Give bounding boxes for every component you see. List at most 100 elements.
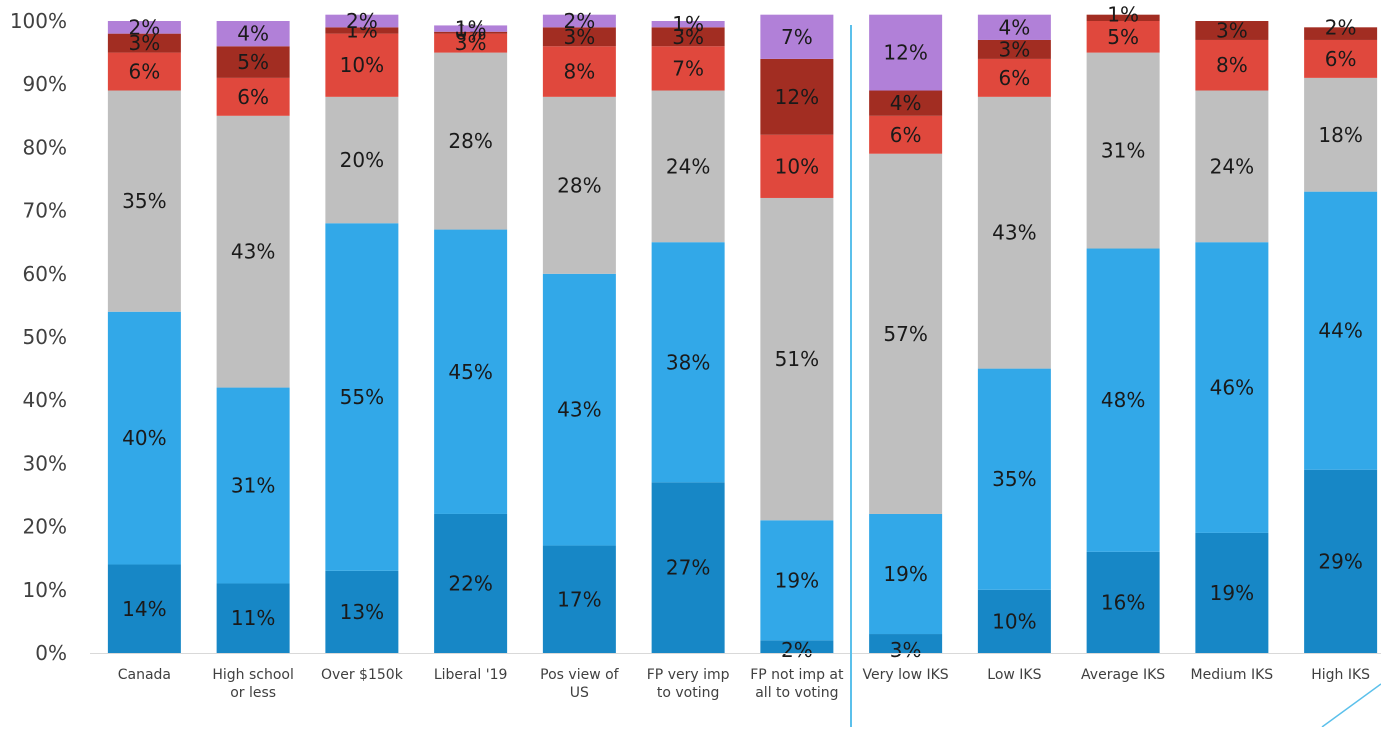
bar-segment (107, 21, 181, 34)
bar-segment (107, 564, 181, 653)
data-label: 38% (666, 350, 710, 374)
data-label: 40% (122, 426, 166, 450)
data-label: 3% (890, 638, 922, 662)
data-label: 43% (992, 221, 1036, 245)
bar-segment (434, 25, 508, 32)
bar-segment (325, 570, 399, 653)
data-label: 28% (557, 173, 601, 197)
data-label: 1% (672, 12, 704, 36)
x-tick-label-line: Medium IKS (1191, 667, 1274, 683)
x-tick-label: Medium IKS (1191, 667, 1274, 683)
bar-segment (760, 640, 834, 653)
data-label: 19% (1210, 581, 1254, 605)
x-tick-label: FP very imp to voting (647, 667, 730, 701)
x-tick-label: Very low IKS (863, 667, 949, 683)
y-tick-label: 100% (10, 9, 67, 33)
data-label: 44% (1318, 319, 1362, 343)
y-tick-label: 50% (23, 325, 67, 349)
bar-segment (1195, 532, 1269, 653)
data-label: 57% (883, 322, 927, 346)
bar-segment (107, 311, 181, 565)
data-label: 17% (557, 587, 601, 611)
data-label: 10% (992, 609, 1036, 633)
bar-segment (977, 589, 1051, 653)
bar-segment (1304, 39, 1378, 78)
data-label: 3% (129, 31, 161, 55)
data-label: 13% (340, 600, 384, 624)
y-tick-label: 0% (35, 641, 67, 665)
data-label: 29% (1318, 549, 1362, 573)
data-label: 10% (775, 154, 819, 178)
bar-segment (760, 14, 834, 59)
bar-segment (1195, 242, 1269, 533)
data-label: 0% (455, 21, 487, 45)
x-tick-label: Average IKS (1081, 667, 1165, 683)
bar-segment (542, 545, 616, 653)
data-label: 3% (1216, 18, 1248, 42)
data-label: 12% (775, 85, 819, 109)
data-label: 35% (992, 467, 1036, 491)
data-label: 2% (346, 9, 378, 33)
y-tick-label: 40% (23, 388, 67, 412)
bar-segment (107, 90, 181, 312)
data-label: 20% (340, 148, 384, 172)
data-label: 1% (455, 17, 487, 41)
data-label: 8% (1216, 53, 1248, 77)
data-label: 24% (666, 154, 710, 178)
bar-segment (651, 90, 725, 243)
bar-segment (760, 134, 834, 198)
bar-segment (651, 27, 725, 47)
data-label: 7% (781, 25, 813, 49)
x-tick-label: High school or less (212, 667, 294, 701)
data-label: 5% (1107, 25, 1139, 49)
data-label: 14% (122, 597, 166, 621)
data-label: 19% (883, 562, 927, 586)
x-tick-label-line: US (570, 685, 589, 701)
data-label: 8% (564, 60, 596, 84)
x-tick-label: Liberal '19 (434, 667, 508, 683)
bar-segment (869, 90, 943, 116)
bar-segment (216, 21, 290, 47)
data-label: 45% (448, 360, 492, 384)
y-tick-label: 60% (23, 262, 67, 286)
bar-segment (325, 223, 399, 571)
bar-segment (1304, 27, 1378, 40)
bar-segment (542, 273, 616, 546)
bar-segment (107, 52, 181, 91)
data-label: 5% (237, 50, 269, 74)
bar-segment (434, 52, 508, 230)
bar-segment (651, 21, 725, 28)
y-tick-label: 70% (23, 199, 67, 223)
x-tick-label-line: FP very imp (647, 667, 730, 683)
bar-segment (1086, 551, 1160, 653)
x-tick-label-line: Very low IKS (863, 667, 949, 683)
data-label: 28% (448, 129, 492, 153)
bar-segment (760, 520, 834, 641)
data-label: 31% (1101, 139, 1145, 163)
x-tick-label-line: Over $150k (321, 667, 404, 683)
data-label: 3% (672, 25, 704, 49)
bar-segment (325, 27, 399, 34)
x-tick-label-line: Average IKS (1081, 667, 1165, 683)
bar-segment (542, 14, 616, 28)
bar-segment (651, 242, 725, 483)
data-label: 4% (237, 22, 269, 46)
x-tick-label-line: High IKS (1311, 667, 1370, 683)
bar-segment (869, 634, 943, 653)
bar-segment (216, 46, 290, 78)
x-tick-label-line: High school (212, 667, 294, 683)
bar-segment (1086, 14, 1160, 21)
x-tick-label-line: Canada (118, 667, 171, 683)
corner-accent-line (1321, 683, 1381, 728)
bar-segment (216, 387, 290, 584)
data-label: 10% (340, 53, 384, 77)
bar-segment (434, 513, 508, 653)
data-label: 46% (1210, 376, 1254, 400)
x-tick-label-line: Pos view of (540, 667, 620, 683)
data-label: 2% (781, 638, 813, 662)
data-label: 1% (1107, 3, 1139, 27)
data-label: 19% (775, 568, 819, 592)
bar-segment (869, 14, 943, 91)
bar-segment (107, 33, 181, 53)
